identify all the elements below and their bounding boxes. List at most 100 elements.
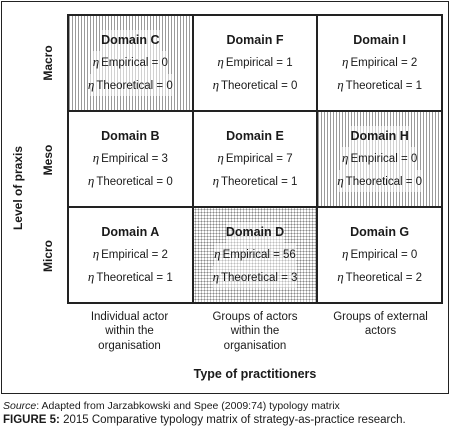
eta-symbol: η bbox=[217, 54, 224, 70]
domain-name: Domain I bbox=[353, 32, 407, 47]
theoretical-label: Theoretical bbox=[345, 79, 403, 92]
domain-name: Domain B bbox=[101, 128, 160, 143]
eta-symbol: η bbox=[212, 172, 220, 188]
eta-symbol: η bbox=[214, 246, 221, 262]
theoretical-count: η Theoretical = 0 bbox=[337, 169, 423, 193]
empirical-value: 2 bbox=[161, 249, 168, 262]
eta-symbol: η bbox=[342, 150, 349, 166]
empirical-count: η Empirical = 0 bbox=[92, 51, 168, 74]
row-label-meso: Meso bbox=[41, 144, 55, 175]
theoretical-label: Theoretical bbox=[96, 79, 154, 92]
empirical-label: Empirical bbox=[350, 249, 398, 262]
eta-symbol: η bbox=[212, 268, 220, 284]
theoretical-count: η Theoretical = 1 bbox=[87, 268, 173, 284]
empirical-value: 0 bbox=[410, 153, 418, 166]
empirical-label: Empirical bbox=[101, 57, 149, 70]
eta-symbol: η bbox=[337, 172, 344, 188]
theoretical-value: 3 bbox=[291, 271, 298, 284]
theoretical-value: 0 bbox=[415, 175, 423, 188]
domain-cell: Domain G η Empirical = 0 η Theoretical = 2 bbox=[317, 207, 442, 303]
theoretical-count: η Theoretical = 0 bbox=[212, 76, 298, 92]
column-label-external-groups: Groups of external actors bbox=[333, 311, 428, 338]
empirical-value: 0 bbox=[410, 249, 418, 262]
empirical-label: Empirical bbox=[350, 57, 398, 70]
domain-cell: Domain A η Empirical = 2 η Theoretical = 1 bbox=[68, 207, 193, 303]
row-label-micro: Micro bbox=[41, 239, 55, 273]
x-axis-title: Type of practitioners bbox=[193, 367, 317, 381]
theoretical-count: η Theoretical = 3 bbox=[212, 265, 298, 289]
empirical-value: 2 bbox=[410, 57, 418, 70]
eta-symbol: η bbox=[87, 172, 95, 188]
domain-name: Domain C bbox=[101, 29, 160, 52]
y-axis-title: Level of praxis bbox=[11, 145, 25, 231]
empirical-value: 3 bbox=[161, 153, 168, 166]
eta-symbol: η bbox=[92, 54, 100, 70]
theoretical-value: 1 bbox=[166, 271, 173, 284]
domain-name: Domain G bbox=[350, 224, 410, 239]
eta-symbol: η bbox=[337, 76, 344, 92]
theoretical-label: Theoretical bbox=[96, 271, 154, 284]
empirical-value: 7 bbox=[286, 153, 293, 166]
theoretical-count: η Theoretical = 2 bbox=[337, 268, 423, 284]
domain-name: Domain D bbox=[225, 221, 285, 244]
empirical-count: η Empirical = 1 bbox=[217, 54, 293, 70]
theoretical-count: η Theoretical = 1 bbox=[212, 172, 298, 188]
theoretical-label: Theoretical bbox=[221, 79, 278, 92]
eta-symbol: η bbox=[87, 76, 95, 92]
theoretical-value: 1 bbox=[415, 79, 423, 92]
domain-cell: Domain I η Empirical = 2 η Theoretical = 1 bbox=[317, 15, 442, 111]
eta-symbol: η bbox=[87, 268, 95, 284]
source-note: Source: Adapted from Jarzabkowski and Sp… bbox=[3, 400, 340, 412]
domain-name: Domain H bbox=[350, 125, 409, 148]
empirical-value: 1 bbox=[286, 57, 293, 70]
theoretical-value: 2 bbox=[415, 271, 423, 284]
row-label-macro: Macro bbox=[41, 44, 55, 81]
eta-symbol: η bbox=[217, 150, 224, 166]
theoretical-value: 0 bbox=[166, 175, 173, 188]
theoretical-label: Theoretical bbox=[221, 271, 278, 284]
domain-cell: Domain F η Empirical = 1 η Theoretical = 0 bbox=[192, 15, 318, 111]
empirical-label: Empirical bbox=[225, 153, 274, 166]
theoretical-label: Theoretical bbox=[345, 175, 403, 188]
theoretical-label: Theoretical bbox=[96, 175, 154, 188]
empirical-count: η Empirical = 2 bbox=[342, 54, 418, 70]
theoretical-count: η Theoretical = 0 bbox=[87, 73, 173, 97]
eta-symbol: η bbox=[342, 54, 349, 70]
domain-cell: Domain B η Empirical = 3 η Theoretical = 0 bbox=[68, 111, 193, 207]
empirical-value: 0 bbox=[161, 57, 168, 70]
column-label-internal-groups: Groups of actors within the organisation bbox=[212, 311, 298, 352]
empirical-label: Empirical bbox=[101, 249, 149, 262]
empirical-count: η Empirical = 0 bbox=[342, 246, 418, 262]
domain-name: Domain E bbox=[226, 128, 284, 143]
column-label-individual: Individual actor within the organisation bbox=[90, 311, 169, 352]
theoretical-value: 0 bbox=[291, 79, 298, 92]
theoretical-value: 0 bbox=[166, 79, 173, 92]
figure-caption: FIGURE 5: 2015 Comparative typology matr… bbox=[3, 414, 406, 426]
figure-frame bbox=[1, 1, 449, 394]
empirical-count: η Empirical = 7 bbox=[217, 150, 293, 166]
theoretical-count: η Theoretical = 0 bbox=[87, 172, 173, 188]
empirical-count: η Empirical = 0 bbox=[342, 147, 418, 170]
empirical-label: Empirical bbox=[225, 57, 274, 70]
eta-symbol: η bbox=[92, 150, 100, 166]
empirical-count: η Empirical = 3 bbox=[92, 150, 168, 166]
domain-cell: Domain E η Empirical = 7 η Theoretical = 1 bbox=[192, 111, 318, 207]
eta-symbol: η bbox=[92, 246, 100, 262]
empirical-count: η Empirical = 2 bbox=[92, 246, 168, 262]
empirical-count: η Empirical = 56 bbox=[214, 243, 296, 266]
eta-symbol: η bbox=[212, 76, 220, 92]
eta-symbol: η bbox=[337, 268, 344, 284]
domain-name: Domain F bbox=[226, 32, 284, 47]
empirical-label: Empirical bbox=[101, 153, 149, 166]
empirical-label: Empirical bbox=[350, 153, 398, 166]
eta-symbol: η bbox=[342, 246, 349, 262]
empirical-label: Empirical bbox=[222, 249, 270, 262]
empirical-value: 56 bbox=[283, 249, 296, 262]
theoretical-label: Theoretical bbox=[345, 271, 403, 284]
domain-name: Domain A bbox=[101, 224, 160, 239]
theoretical-value: 1 bbox=[291, 175, 298, 188]
